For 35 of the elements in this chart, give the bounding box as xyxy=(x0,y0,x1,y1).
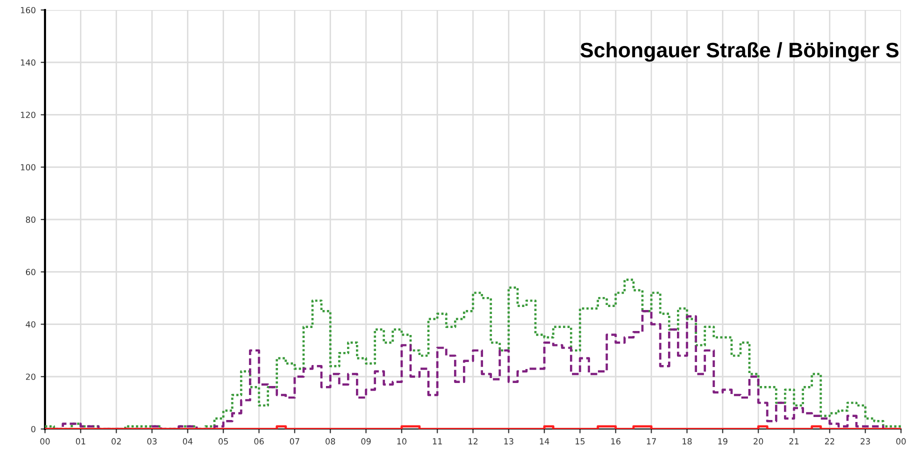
x-tick-label: 16 xyxy=(611,438,620,444)
x-tick-label: 00 xyxy=(896,438,906,444)
text: Schongauer Straße / Böbinger S xyxy=(580,42,898,62)
x-tick-label: 23 xyxy=(860,438,870,444)
y-tick-label: 0 xyxy=(31,426,36,432)
x-tick-label: 03 xyxy=(147,438,157,444)
y-tick-label: 160 xyxy=(20,6,36,14)
x-tick-label: 10 xyxy=(397,438,406,444)
x-tick-label: 12 xyxy=(468,438,478,444)
x-tick-label: 15 xyxy=(576,438,585,444)
x-tick-label: 11 xyxy=(432,438,442,444)
y-tick-label: 80 xyxy=(26,216,36,223)
y-tick-label: 100 xyxy=(20,164,36,170)
x-tick-label: 18 xyxy=(682,438,692,444)
x-tick-label: 08 xyxy=(326,438,336,444)
x-tick-label: 02 xyxy=(112,438,121,444)
y-tick-label: 140 xyxy=(20,59,36,66)
x-tick-label: 07 xyxy=(290,438,300,444)
y-tick-label: 60 xyxy=(26,268,36,276)
x-tick-label: 20 xyxy=(754,438,764,444)
x-tick-label: 21 xyxy=(789,438,799,444)
x-tick-label: 22 xyxy=(824,438,834,444)
x-tick-label: 05 xyxy=(218,438,228,444)
x-tick-label: 19 xyxy=(718,438,728,444)
x-tick-label: 00 xyxy=(40,438,50,444)
x-tick-label: 14 xyxy=(540,438,550,444)
x-tick-label: 13 xyxy=(504,438,514,444)
x-tick-label: 06 xyxy=(254,438,264,444)
x-tick-label: 04 xyxy=(182,438,192,444)
x-tick-label: 09 xyxy=(361,438,371,444)
x-tick-label: 17 xyxy=(646,438,656,444)
x-tick-label: 01 xyxy=(76,438,86,444)
y-tick-label: 120 xyxy=(20,112,36,118)
y-tick-label: 20 xyxy=(26,374,36,380)
y-tick-label: 40 xyxy=(26,321,36,328)
